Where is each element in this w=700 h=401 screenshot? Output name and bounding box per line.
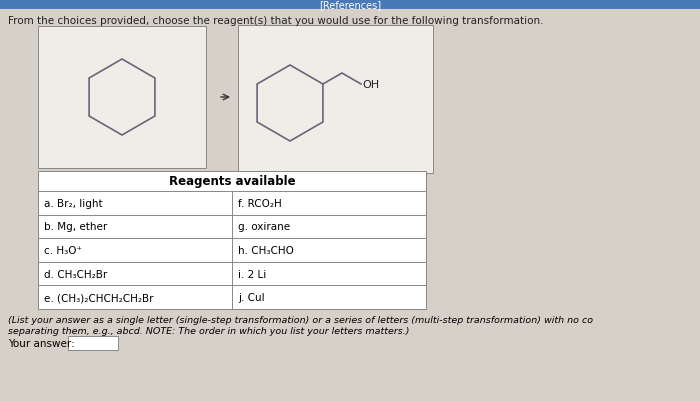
Text: d. CH₃CH₂Br: d. CH₃CH₂Br	[44, 269, 107, 279]
Text: [References]: [References]	[319, 0, 381, 10]
Text: Reagents available: Reagents available	[169, 175, 295, 188]
Text: i. 2 Li: i. 2 Li	[238, 269, 266, 279]
Text: b. Mg, ether: b. Mg, ether	[44, 222, 107, 232]
Text: h. CH₃CHO: h. CH₃CHO	[238, 245, 294, 255]
Text: a. Br₂, light: a. Br₂, light	[44, 198, 103, 208]
Text: Your answer:: Your answer:	[8, 338, 75, 348]
Text: From the choices provided, choose the reagent(s) that you would use for the foll: From the choices provided, choose the re…	[8, 16, 543, 26]
Text: (List your answer as a single letter (single-step transformation) or a series of: (List your answer as a single letter (si…	[8, 315, 593, 324]
Text: separating them, e.g., abcd. NOTE: The order in which you list your letters matt: separating them, e.g., abcd. NOTE: The o…	[8, 326, 409, 335]
Bar	[38, 172, 426, 309]
Text: e. (CH₃)₂CHCH₂CH₂Br: e. (CH₃)₂CHCH₂CH₂Br	[44, 292, 153, 302]
Bar	[38, 172, 426, 192]
Text: OH: OH	[362, 80, 379, 90]
Bar	[0, 0, 700, 10]
Text: c. H₃O⁺: c. H₃O⁺	[44, 245, 82, 255]
Text: j. CuI: j. CuI	[238, 292, 265, 302]
Bar	[68, 336, 118, 350]
Text: g. oxirane: g. oxirane	[238, 222, 290, 232]
Bar	[238, 26, 433, 174]
Text: f. RCO₂H: f. RCO₂H	[238, 198, 281, 208]
Bar	[38, 27, 206, 168]
